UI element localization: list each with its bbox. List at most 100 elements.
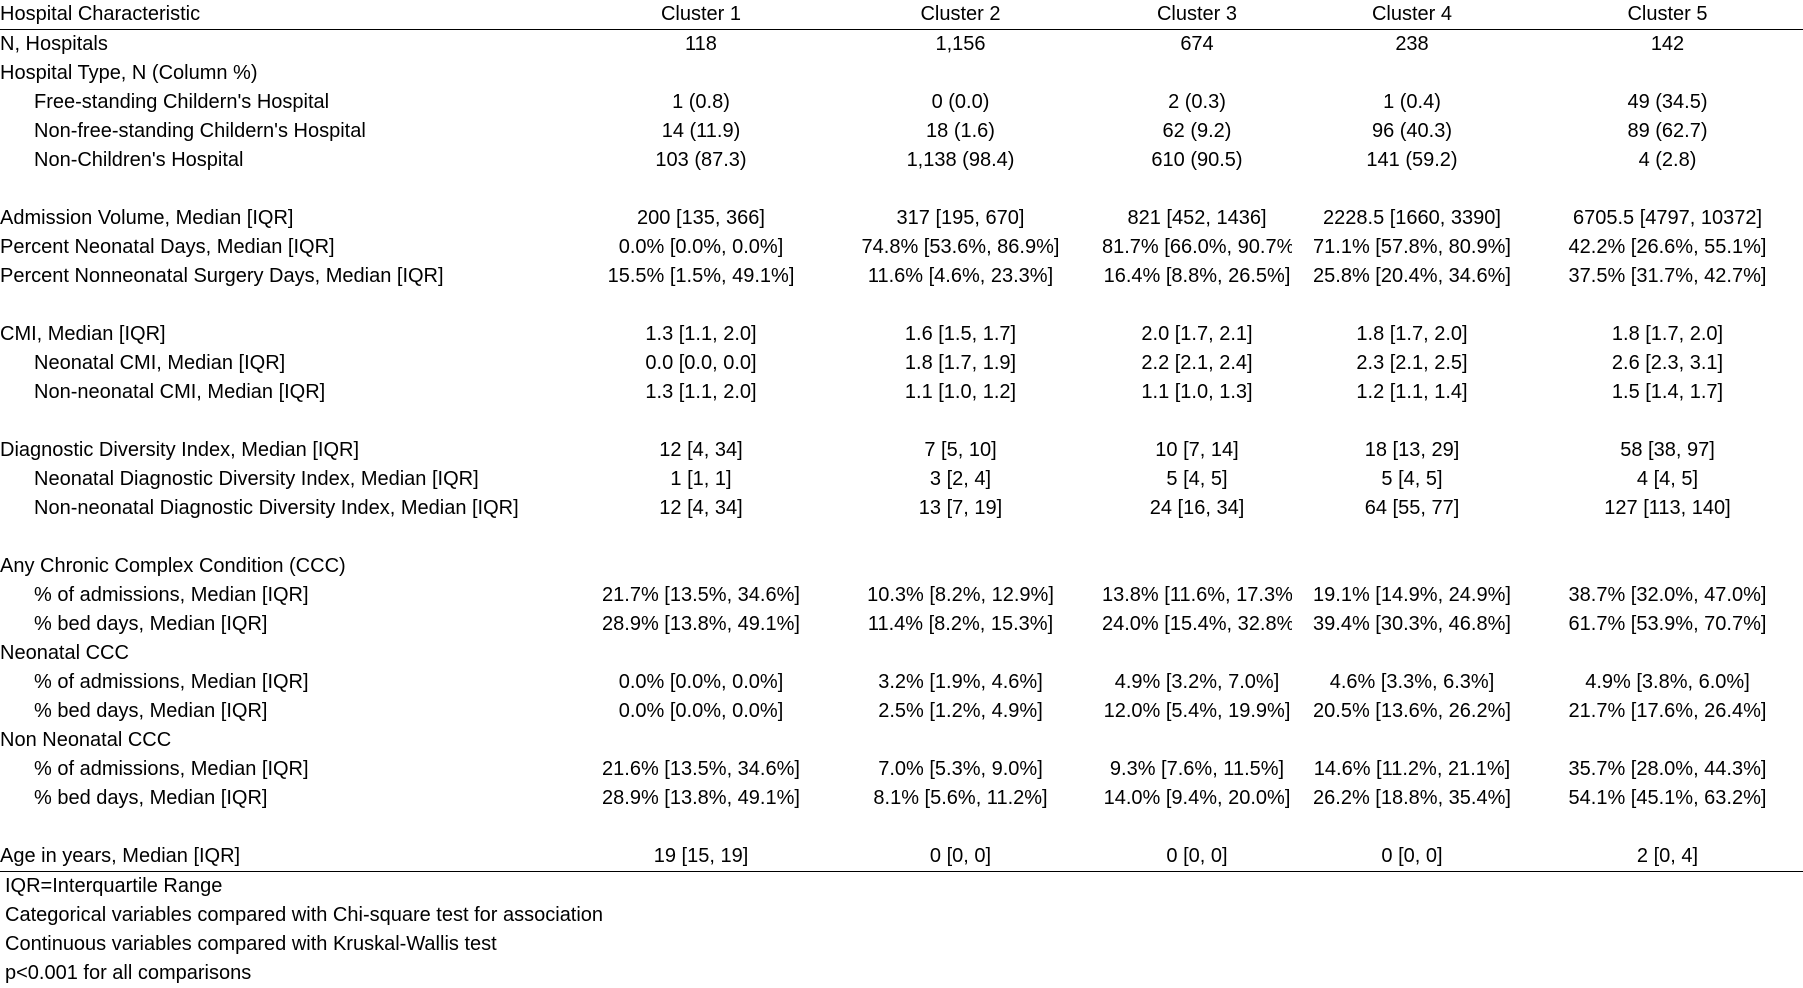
cluster-4-value-cell[interactable]: 96 (40.3)	[1371, 120, 1453, 142]
cluster-3-value-cell[interactable]: 2 (0.3)	[1168, 91, 1226, 113]
cluster-3-value-cell[interactable]: 12.0% [5.4%, 19.9%]	[1103, 700, 1291, 722]
cluster-5-value-cell[interactable]: 35.7% [28.0%, 44.3%]	[1568, 758, 1767, 780]
cluster-1-value-cell[interactable]: 0.0 [0.0, 0.0]	[645, 352, 757, 374]
cluster-1-value-cell[interactable]: 1 (0.8)	[672, 91, 730, 113]
row-label-cell[interactable]: Free-standing Childern's Hospital	[34, 91, 330, 113]
cluster-1-value-cell[interactable]: 14 (11.9)	[661, 120, 741, 142]
cluster-4-value-cell[interactable]	[1292, 59, 1532, 88]
row-label-cell[interactable]: Admission Volume, Median [IQR]	[0, 207, 294, 229]
cluster-2-value-cell[interactable]: 18 (1.6)	[926, 120, 995, 142]
cluster-1-value-cell[interactable]: 200 [135, 366]	[637, 207, 765, 229]
row-label-cell[interactable]: Percent Neonatal Days, Median [IQR]	[0, 236, 335, 258]
cluster-1-value-cell[interactable]	[583, 175, 819, 204]
cluster-2-value-cell[interactable]: 7 [5, 10]	[924, 439, 997, 461]
cluster-4-value-cell[interactable]: 26.2% [18.8%, 35.4%]	[1313, 787, 1511, 809]
row-label-cell[interactable]: % bed days, Median [IQR]	[34, 700, 268, 722]
cluster-1-value-cell[interactable]: 12 [4, 34]	[659, 439, 743, 461]
footnote-line[interactable]: p<0.001 for all comparisons	[5, 962, 252, 984]
cluster-5-value-cell[interactable]: 2.6 [2.3, 3.1]	[1611, 352, 1724, 374]
cluster-4-value-cell[interactable]	[1292, 552, 1532, 581]
cluster-4-value-cell[interactable]	[1292, 407, 1532, 436]
cluster-4-value-cell[interactable]	[1292, 639, 1532, 668]
row-label-cell[interactable]: Non-neonatal Diagnostic Diversity Index,…	[34, 497, 519, 519]
row-label-cell[interactable]: % of admissions, Median [IQR]	[34, 584, 309, 606]
cluster-5-value-cell[interactable]	[1532, 813, 1803, 842]
cluster-3-value-cell[interactable]: 2.0 [1.7, 2.1]	[1141, 323, 1253, 345]
cluster-5-value-cell[interactable]: 4 (2.8)	[1638, 149, 1697, 171]
row-label-cell[interactable]: % of admissions, Median [IQR]	[34, 758, 309, 780]
cluster-5-value-cell[interactable]	[1532, 639, 1803, 668]
cluster-2-value-cell[interactable]: 317 [195, 670]	[896, 207, 1025, 229]
cluster-4-value-cell[interactable]: 19.1% [14.9%, 24.9%]	[1313, 584, 1511, 606]
cluster-3-value-cell[interactable]	[1102, 813, 1292, 842]
row-label-cell[interactable]: Hospital Type, N (Column %)	[0, 62, 258, 84]
cluster-3-value-cell[interactable]: 5 [4, 5]	[1166, 468, 1228, 490]
cluster-5-value-cell[interactable]	[1532, 407, 1803, 436]
header-cluster-1[interactable]: Cluster 1	[583, 0, 819, 30]
cluster-1-value-cell[interactable]	[583, 291, 819, 320]
cluster-2-value-cell[interactable]: 11.4% [8.2%, 15.3%]	[867, 613, 1054, 635]
cluster-5-value-cell[interactable]: 54.1% [45.1%, 63.2%]	[1568, 787, 1767, 809]
row-label-cell[interactable]: Neonatal CMI, Median [IQR]	[34, 352, 286, 374]
cluster-1-value-cell[interactable]: 0.0% [0.0%, 0.0%]	[618, 236, 784, 258]
cluster-3-value-cell[interactable]	[1102, 639, 1292, 668]
cluster-5-value-cell[interactable]: 1.8 [1.7, 2.0]	[1611, 323, 1724, 345]
header-cluster-2[interactable]: Cluster 2	[819, 0, 1102, 30]
cluster-4-value-cell[interactable]: 0 [0, 0]	[1292, 842, 1532, 872]
cluster-3-value-cell[interactable]	[1102, 726, 1292, 755]
cluster-4-value-cell[interactable]	[1292, 523, 1532, 552]
row-label-cell[interactable]	[0, 813, 583, 842]
row-label-cell[interactable]	[0, 175, 583, 204]
cluster-4-value-cell[interactable]: 2.3 [2.1, 2.5]	[1356, 352, 1468, 374]
cluster-2-value-cell[interactable]: 3.2% [1.9%, 4.6%]	[878, 671, 1043, 693]
cluster-1-value-cell[interactable]	[583, 407, 819, 436]
row-label-cell[interactable]	[0, 407, 583, 436]
cluster-1-value-cell[interactable]: 103 (87.3)	[655, 149, 747, 171]
header-cluster-5[interactable]: Cluster 5	[1532, 0, 1803, 30]
row-label-cell[interactable]: % bed days, Median [IQR]	[34, 613, 268, 635]
cluster-5-value-cell[interactable]: 49 (34.5)	[1627, 91, 1708, 113]
cluster-5-value-cell[interactable]: 6705.5 [4797, 10372]	[1572, 207, 1763, 229]
cluster-3-value-cell[interactable]: 821 [452, 1436]	[1127, 207, 1267, 229]
cluster-2-value-cell[interactable]: 3 [2, 4]	[929, 468, 992, 490]
footnote-line[interactable]: IQR=Interquartile Range	[5, 875, 223, 897]
row-label-cell[interactable]: Non-free-standing Childern's Hospital	[34, 120, 366, 142]
row-label-cell[interactable]	[0, 291, 583, 320]
cluster-4-value-cell[interactable]	[1292, 726, 1532, 755]
cluster-5-value-cell[interactable]: 42.2% [26.6%, 55.1%]	[1568, 236, 1767, 258]
cluster-5-value-cell[interactable]	[1532, 552, 1803, 581]
row-label-cell[interactable]: Non Neonatal CCC	[0, 729, 172, 751]
cluster-1-value-cell[interactable]	[583, 59, 819, 88]
cluster-4-value-cell[interactable]	[1292, 291, 1532, 320]
cluster-5-value-cell[interactable]: 4 [4, 5]	[1636, 468, 1699, 490]
cluster-1-value-cell[interactable]	[583, 523, 819, 552]
cluster-3-value-cell[interactable]: 81.7% [66.0%, 90.7%]	[1102, 236, 1292, 258]
cluster-2-value-cell[interactable]: 7.0% [5.3%, 9.0%]	[878, 758, 1043, 780]
cluster-3-value-cell[interactable]: 610 (90.5)	[1151, 149, 1243, 171]
cluster-1-value-cell[interactable]: 19 [15, 19]	[583, 842, 819, 872]
cluster-3-value-cell[interactable]: 1.1 [1.0, 1.3]	[1141, 381, 1253, 403]
cluster-1-value-cell[interactable]: 1.3 [1.1, 2.0]	[645, 323, 757, 345]
cluster-5-value-cell[interactable]	[1532, 175, 1803, 204]
cluster-3-value-cell[interactable]: 10 [7, 14]	[1155, 439, 1239, 461]
cluster-2-value-cell[interactable]: 1.1 [1.0, 1.2]	[904, 381, 1017, 403]
cluster-2-value-cell[interactable]	[819, 407, 1102, 436]
cluster-5-value-cell[interactable]: 38.7% [32.0%, 47.0%]	[1568, 584, 1767, 606]
cluster-4-value-cell[interactable]: 14.6% [11.2%, 21.1%]	[1313, 758, 1511, 780]
cluster-1-value-cell[interactable]: 118	[685, 33, 717, 55]
cluster-1-value-cell[interactable]: 28.9% [13.8%, 49.1%]	[602, 787, 800, 809]
cluster-4-value-cell[interactable]: 1 (0.4)	[1383, 91, 1441, 113]
cluster-5-value-cell[interactable]: 2 [0, 4]	[1532, 842, 1803, 872]
cluster-2-value-cell[interactable]	[819, 552, 1102, 581]
cluster-4-value-cell[interactable]: 5 [4, 5]	[1381, 468, 1443, 490]
cluster-1-value-cell[interactable]: 1.3 [1.1, 2.0]	[645, 381, 757, 403]
cluster-5-value-cell[interactable]: 127 [113, 140]	[1604, 497, 1731, 519]
cluster-5-value-cell[interactable]: 58 [38, 97]	[1620, 439, 1715, 461]
row-label-cell[interactable]: % bed days, Median [IQR]	[34, 787, 268, 809]
header-characteristic[interactable]: Hospital Characteristic	[0, 0, 583, 30]
cluster-4-value-cell[interactable]: 4.6% [3.3%, 6.3%]	[1329, 671, 1495, 693]
cluster-2-value-cell[interactable]: 74.8% [53.6%, 86.9%]	[861, 236, 1060, 258]
row-label-cell[interactable]: Age in years, Median [IQR]	[0, 842, 583, 872]
cluster-3-value-cell[interactable]	[1102, 291, 1292, 320]
cluster-5-value-cell[interactable]: 142	[1650, 33, 1685, 55]
